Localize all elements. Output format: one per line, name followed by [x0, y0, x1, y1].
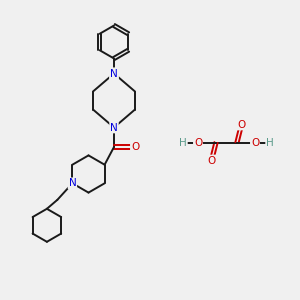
- Text: O: O: [194, 137, 202, 148]
- Text: N: N: [110, 68, 118, 79]
- Text: O: O: [131, 142, 139, 152]
- Text: N: N: [110, 122, 118, 133]
- Text: H: H: [179, 137, 187, 148]
- Text: O: O: [251, 137, 259, 148]
- Text: O: O: [207, 155, 216, 166]
- Text: N: N: [68, 178, 76, 188]
- Text: O: O: [237, 119, 246, 130]
- Text: H: H: [266, 137, 274, 148]
- Text: N: N: [110, 68, 118, 79]
